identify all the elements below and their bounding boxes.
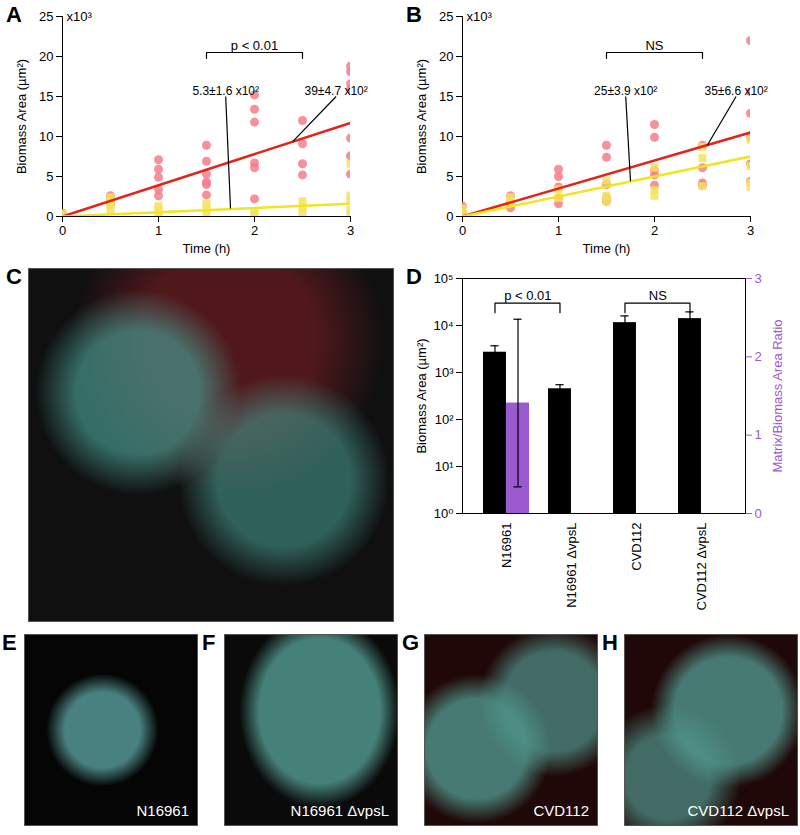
svg-text:25: 25: [439, 9, 453, 24]
svg-text:Matrix/Biomass Area Ratio: Matrix/Biomass Area Ratio: [770, 319, 785, 472]
svg-text:5: 5: [46, 169, 53, 184]
svg-text:Time (h): Time (h): [583, 241, 631, 256]
svg-text:NS: NS: [649, 288, 667, 303]
svg-text:p < 0.01: p < 0.01: [231, 38, 278, 53]
html-text:CVD112: CVD112: [533, 802, 589, 819]
svg-text:1: 1: [555, 223, 562, 238]
html-text:G: G: [402, 630, 420, 655]
svg-text:p < 0.01: p < 0.01: [504, 288, 551, 303]
svg-text:CVD112 ΔvpsL: CVD112 ΔvpsL: [694, 523, 709, 611]
svg-text:15: 15: [439, 89, 453, 104]
svg-text:35±6.6 x10²: 35±6.6 x10²: [704, 84, 767, 98]
svg-text:x10³: x10³: [67, 9, 93, 24]
html-text:B: B: [406, 2, 422, 27]
svg-text:NS: NS: [645, 38, 663, 53]
html-text:N16961: N16961: [136, 802, 189, 819]
svg-text:0: 0: [459, 223, 466, 238]
svg-text:N16961: N16961: [499, 523, 514, 569]
svg-text:CVD112: CVD112: [629, 523, 644, 571]
svg-text:Time (h): Time (h): [183, 241, 231, 256]
html-text:A: A: [6, 2, 22, 27]
svg-text:2: 2: [755, 349, 762, 364]
html-text:D: D: [406, 264, 422, 289]
svg-text:3: 3: [755, 271, 762, 286]
svg-text:5: 5: [446, 169, 453, 184]
svg-text:Biomass Area (µm²): Biomass Area (µm²): [414, 59, 429, 174]
svg-text:2: 2: [651, 223, 658, 238]
svg-text:10: 10: [439, 129, 453, 144]
svg-text:10⁰: 10⁰: [434, 506, 454, 521]
svg-text:5.3±1.6 x10²: 5.3±1.6 x10²: [192, 84, 259, 98]
svg-text:Biomass Area (µm²): Biomass Area (µm²): [14, 59, 29, 174]
svg-text:20: 20: [439, 49, 453, 64]
svg-text:1: 1: [755, 427, 762, 442]
svg-text:10⁵: 10⁵: [434, 271, 454, 286]
svg-text:10¹: 10¹: [435, 459, 454, 474]
svg-text:1: 1: [155, 223, 162, 238]
svg-text:10²: 10²: [435, 412, 454, 427]
svg-text:10⁴: 10⁴: [433, 318, 453, 333]
html-text:N16961 ΔvpsL: N16961 ΔvpsL: [290, 802, 389, 819]
html-text:E: E: [2, 630, 17, 655]
svg-text:0: 0: [755, 506, 762, 521]
svg-text:3: 3: [747, 223, 754, 238]
html-text:CVD112 ΔvpsL: CVD112 ΔvpsL: [687, 802, 789, 819]
svg-text:25±3.9 x10²: 25±3.9 x10²: [594, 84, 657, 98]
svg-text:3: 3: [347, 223, 354, 238]
html-text:C: C: [6, 264, 22, 289]
svg-text:10³: 10³: [435, 365, 454, 380]
svg-text:25: 25: [39, 9, 53, 24]
svg-text:15: 15: [39, 89, 53, 104]
svg-text:N16961 ΔvpsL: N16961 ΔvpsL: [564, 523, 579, 608]
html-text:H: H: [602, 630, 618, 655]
svg-text:0: 0: [446, 209, 453, 224]
svg-text:0: 0: [46, 209, 53, 224]
svg-text:2: 2: [251, 223, 258, 238]
svg-text:10: 10: [39, 129, 53, 144]
html-text:F: F: [202, 630, 216, 655]
svg-text:20: 20: [39, 49, 53, 64]
svg-text:x10³: x10³: [467, 9, 493, 24]
svg-text:39±4.7 x10²: 39±4.7 x10²: [304, 84, 367, 98]
svg-text:Biomass Area (µm²): Biomass Area (µm²): [414, 338, 429, 453]
svg-text:0: 0: [59, 223, 66, 238]
